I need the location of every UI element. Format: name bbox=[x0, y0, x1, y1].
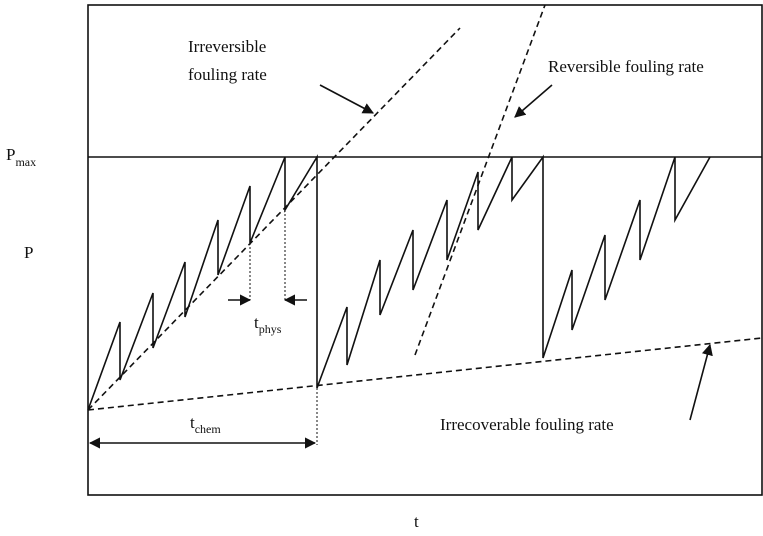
label: Irreversible bbox=[188, 37, 266, 56]
pressure-sawtooth bbox=[87, 154, 711, 411]
label: Reversible fouling rate bbox=[548, 57, 704, 76]
label: fouling rate bbox=[188, 65, 267, 84]
irreversible-line bbox=[87, 27, 461, 411]
frame bbox=[87, 4, 763, 496]
irrecoverable-line bbox=[87, 337, 763, 411]
label: Irrecoverable fouling rate bbox=[440, 415, 614, 434]
arrow bbox=[319, 84, 374, 114]
reversible-line bbox=[414, 4, 546, 356]
y-max-label: Pmax bbox=[6, 145, 36, 169]
arrow bbox=[514, 84, 553, 118]
x-label: t bbox=[414, 512, 419, 531]
interval-label: tchem bbox=[190, 413, 221, 436]
arrow bbox=[689, 343, 713, 421]
interval-label: tphys bbox=[254, 313, 282, 336]
y-label: P bbox=[24, 243, 33, 262]
